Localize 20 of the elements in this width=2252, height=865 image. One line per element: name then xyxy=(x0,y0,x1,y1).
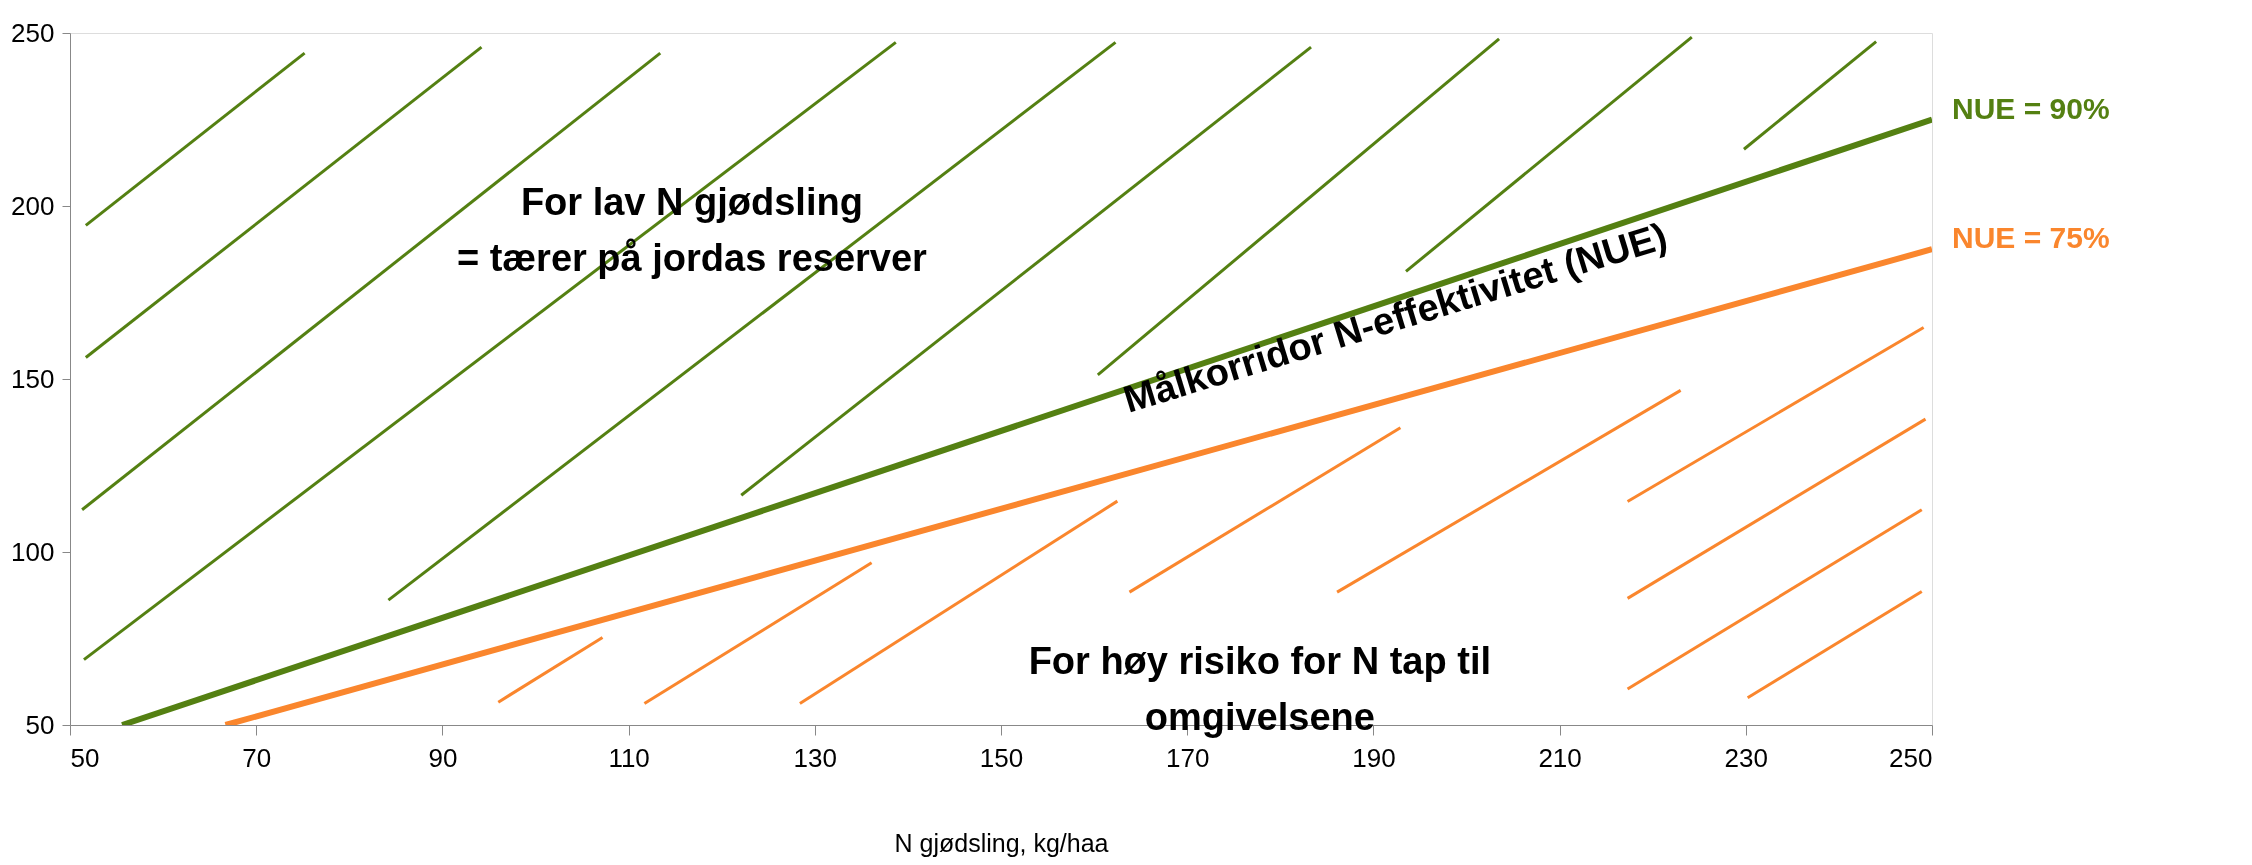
y-tick-label: 200 xyxy=(11,190,55,221)
x-tick-label: 150 xyxy=(979,742,1024,773)
y-tick-label: 50 xyxy=(25,709,55,740)
x-tick-label: 210 xyxy=(1538,742,1582,773)
x-tick-label: 170 xyxy=(1166,742,1210,773)
x-tick-label: 70 xyxy=(242,742,272,773)
x-axis-title: N gjødsling, kg/haa xyxy=(894,828,1109,857)
x-tick-label: 250 xyxy=(1889,742,1933,773)
x-tick-label: 110 xyxy=(608,742,650,773)
x-tick-label: 50 xyxy=(70,742,100,773)
annotation: For høy risiko for N tap til omgivelsene xyxy=(1028,640,1492,739)
x-tick-label: 190 xyxy=(1352,742,1396,773)
series-label: NUE = 90% xyxy=(1952,91,2110,125)
y-tick-label: 150 xyxy=(11,363,55,394)
y-tick-label: 100 xyxy=(11,536,55,567)
x-tick-label: 230 xyxy=(1724,742,1768,773)
x-tick-label: 130 xyxy=(793,742,837,773)
x-tick-label: 90 xyxy=(428,742,458,773)
series-label: NUE = 75% xyxy=(1952,221,2110,255)
y-tick-label: 250 xyxy=(11,17,55,48)
